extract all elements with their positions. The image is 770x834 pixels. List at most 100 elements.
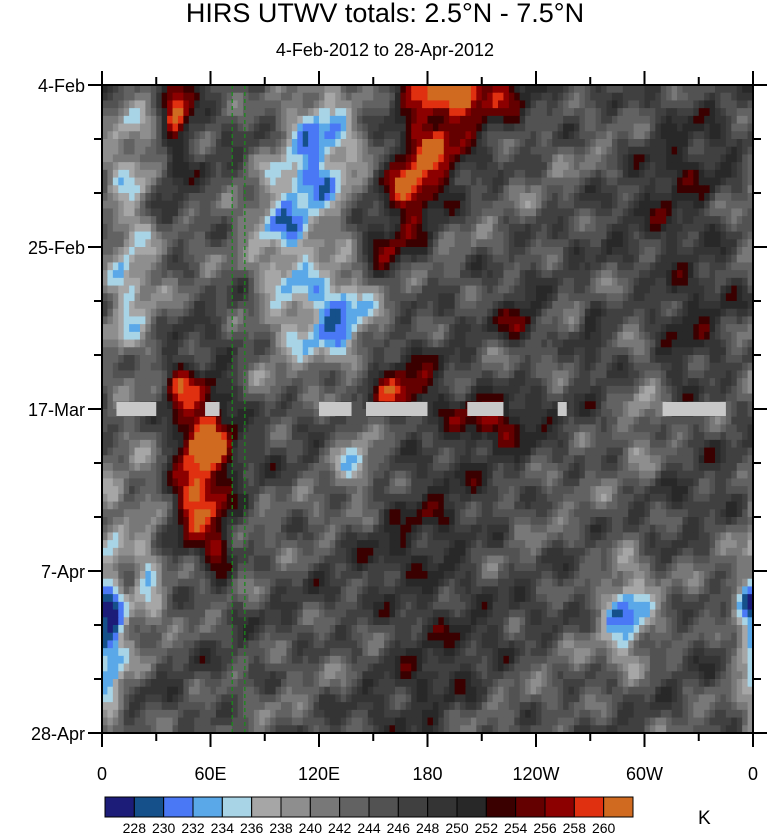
heatmap-cell bbox=[389, 231, 396, 240]
heatmap-cell bbox=[465, 185, 472, 194]
heatmap-cell bbox=[709, 301, 716, 310]
heatmap-cell bbox=[270, 347, 277, 356]
heatmap-cell bbox=[508, 378, 515, 387]
heatmap-cell bbox=[394, 301, 401, 310]
heatmap-cell bbox=[400, 270, 407, 279]
heatmap-cell bbox=[161, 331, 168, 341]
heatmap-cell bbox=[460, 123, 467, 132]
heatmap-cell bbox=[682, 262, 689, 271]
heatmap-cell bbox=[590, 185, 597, 194]
heatmap-cell bbox=[167, 231, 174, 240]
heatmap-cell bbox=[335, 355, 342, 364]
heatmap-cell bbox=[530, 308, 537, 318]
heatmap-cell bbox=[617, 277, 624, 287]
heatmap-cell bbox=[687, 270, 694, 279]
heatmap-cell bbox=[183, 177, 190, 186]
heatmap-cell bbox=[552, 146, 559, 156]
heatmap-cell bbox=[205, 208, 212, 217]
heatmap-cell bbox=[237, 239, 244, 248]
heatmap-cell bbox=[584, 254, 591, 264]
heatmap-cell bbox=[541, 324, 548, 333]
heatmap-cell bbox=[199, 270, 206, 279]
heatmap-cell bbox=[270, 146, 277, 156]
heatmap-cell bbox=[470, 316, 477, 325]
heatmap-cell bbox=[248, 331, 255, 341]
heatmap-cell bbox=[226, 401, 233, 410]
heatmap-cell bbox=[693, 200, 700, 210]
heatmap-cell bbox=[449, 293, 456, 302]
heatmap-cell bbox=[584, 339, 591, 348]
heatmap-cell bbox=[281, 285, 288, 294]
heatmap-cell bbox=[725, 100, 732, 109]
heatmap-cell bbox=[601, 247, 608, 256]
heatmap-cell bbox=[177, 216, 184, 225]
heatmap-cell bbox=[698, 347, 705, 356]
heatmap-cell bbox=[460, 239, 467, 248]
heatmap-cell bbox=[112, 324, 119, 333]
heatmap-cell bbox=[682, 200, 689, 210]
heatmap-cell bbox=[123, 193, 130, 202]
heatmap-cell bbox=[177, 362, 184, 372]
heatmap-cell bbox=[639, 385, 646, 395]
heatmap-cell bbox=[107, 247, 114, 256]
heatmap-cell bbox=[199, 362, 206, 372]
heatmap-cell bbox=[601, 131, 608, 140]
heatmap-cell bbox=[704, 85, 711, 94]
heatmap-cell bbox=[378, 347, 385, 356]
heatmap-cell bbox=[129, 239, 136, 248]
heatmap-cell bbox=[302, 216, 309, 225]
heatmap-cell bbox=[644, 347, 651, 356]
heatmap-cell bbox=[329, 100, 336, 109]
heatmap-cell bbox=[573, 324, 580, 333]
heatmap-cell bbox=[123, 277, 130, 287]
heatmap-cell bbox=[324, 216, 331, 225]
heatmap-cell bbox=[340, 162, 347, 171]
heatmap-cell bbox=[400, 216, 407, 225]
heatmap-cell bbox=[622, 362, 629, 372]
heatmap-cell bbox=[281, 316, 288, 325]
heatmap-cell bbox=[275, 216, 282, 225]
heatmap-cell bbox=[552, 308, 559, 318]
heatmap-cell bbox=[606, 362, 613, 372]
heatmap-cell bbox=[628, 301, 635, 310]
heatmap-cell bbox=[715, 262, 722, 271]
heatmap-cell bbox=[286, 216, 293, 225]
heatmap-cell bbox=[134, 123, 141, 132]
heatmap-cell bbox=[308, 262, 315, 271]
heatmap-cell bbox=[297, 385, 304, 395]
heatmap-cell bbox=[481, 123, 488, 132]
heatmap-cell bbox=[677, 131, 684, 140]
heatmap-cell bbox=[281, 331, 288, 341]
heatmap-cell bbox=[129, 193, 136, 202]
heatmap-cell bbox=[655, 92, 662, 102]
heatmap-cell bbox=[107, 393, 114, 402]
heatmap-cell bbox=[427, 200, 434, 210]
heatmap-cell bbox=[704, 324, 711, 333]
heatmap-cell bbox=[188, 193, 195, 202]
heatmap-cell bbox=[302, 308, 309, 318]
heatmap-cell bbox=[329, 339, 336, 348]
heatmap-cell bbox=[389, 108, 396, 117]
heatmap-cell bbox=[150, 146, 157, 156]
heatmap-cell bbox=[460, 154, 467, 163]
heatmap-cell bbox=[253, 316, 260, 325]
heatmap-cell bbox=[525, 139, 532, 148]
heatmap-cell bbox=[302, 200, 309, 210]
heatmap-cell bbox=[346, 239, 353, 248]
heatmap-cell bbox=[405, 223, 412, 233]
heatmap-cell bbox=[481, 362, 488, 372]
heatmap-cell bbox=[590, 301, 597, 310]
heatmap-cell bbox=[698, 362, 705, 372]
heatmap-cell bbox=[677, 223, 684, 233]
heatmap-cell bbox=[693, 254, 700, 264]
heatmap-cell bbox=[595, 324, 602, 333]
heatmap-cell bbox=[725, 169, 732, 179]
heatmap-cell bbox=[498, 123, 505, 132]
heatmap-cell bbox=[405, 162, 412, 171]
heatmap-cell bbox=[253, 378, 260, 387]
heatmap-cell bbox=[340, 378, 347, 387]
heatmap-cell bbox=[573, 154, 580, 163]
heatmap-cell bbox=[177, 293, 184, 302]
heatmap-cell bbox=[666, 115, 673, 125]
heatmap-cell bbox=[508, 301, 515, 310]
